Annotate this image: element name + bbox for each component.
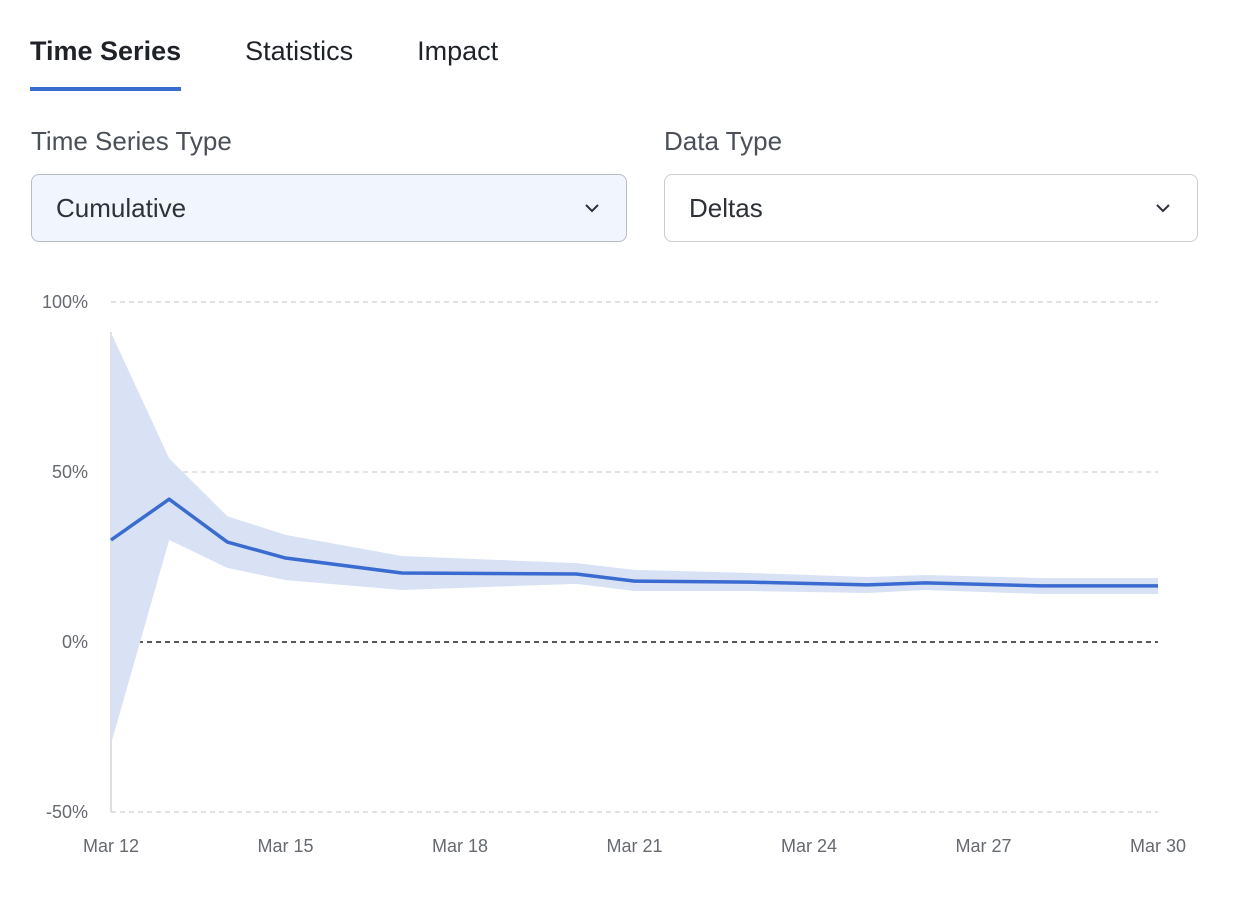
data-type-select[interactable]: Deltas [664, 174, 1198, 242]
tab-bar: Time Series Statistics Impact [30, 36, 562, 91]
x-tick-label: Mar 15 [257, 836, 313, 856]
x-tick-label: Mar 27 [955, 836, 1011, 856]
confidence-band [111, 332, 1158, 744]
y-tick-label: -50% [46, 802, 88, 822]
y-tick-label: 0% [62, 632, 88, 652]
x-tick-label: Mar 18 [432, 836, 488, 856]
x-tick-label: Mar 12 [83, 836, 139, 856]
series-type-value: Cumulative [56, 192, 187, 223]
series-type-label: Time Series Type [31, 126, 232, 156]
data-type-value: Deltas [689, 192, 763, 223]
y-tick-label: 100% [42, 292, 88, 312]
x-tick-label: Mar 21 [606, 836, 662, 856]
chevron-down-icon [1156, 204, 1170, 213]
x-tick-label: Mar 24 [781, 836, 837, 856]
data-type-label: Data Type [664, 126, 783, 156]
series-line [109, 497, 1158, 588]
tab-statistics[interactable]: Statistics [245, 36, 354, 66]
time-series-chart: 100% 50% 0% -50% Mar 12 Mar 15 Mar 18 Mar 21 Mar… [42, 292, 1186, 856]
tab-impact[interactable]: Impact [417, 36, 499, 66]
series-type-select[interactable]: Cumulative [31, 174, 627, 242]
tab-time-series[interactable]: Time Series [30, 36, 182, 91]
y-tick-label: 50% [52, 462, 88, 482]
x-tick-label: Mar 30 [1130, 836, 1186, 856]
chevron-down-icon [585, 204, 599, 213]
